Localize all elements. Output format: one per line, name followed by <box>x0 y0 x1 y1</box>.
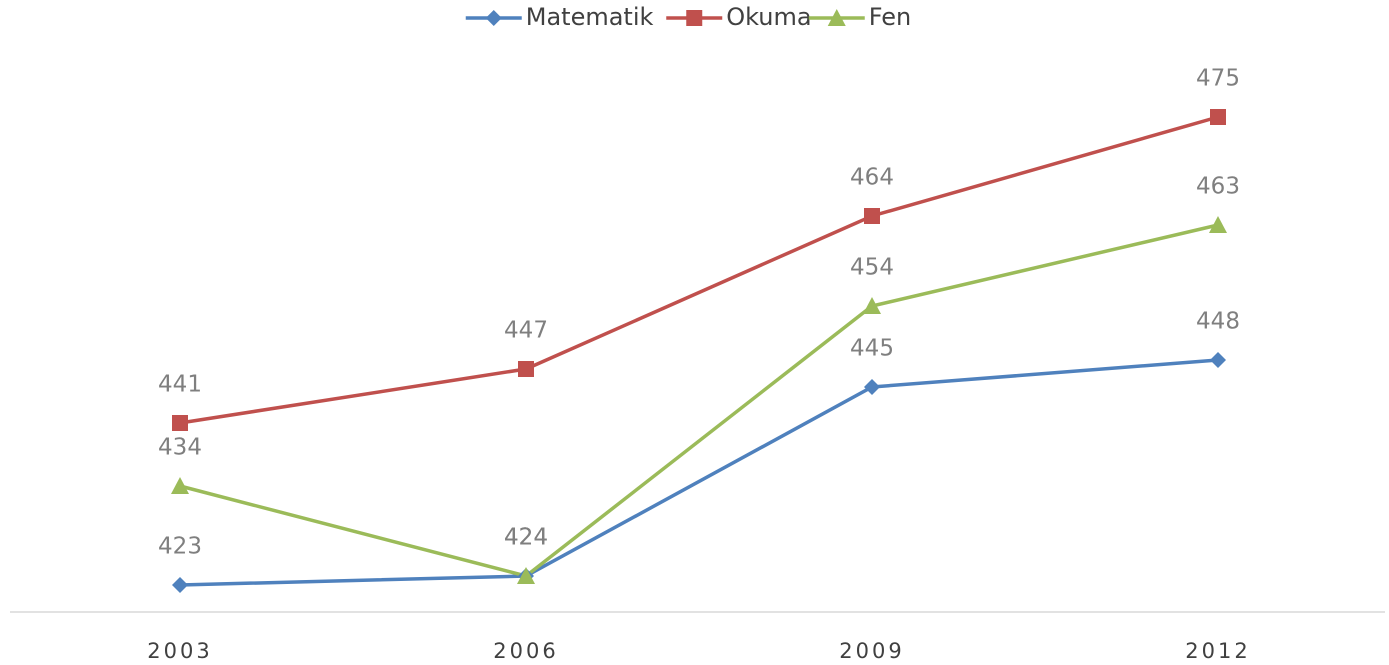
point <box>1209 216 1227 233</box>
data-label: 464 <box>850 165 894 191</box>
data-label: 475 <box>1196 66 1240 92</box>
data-label: 441 <box>158 372 202 398</box>
data-label: 448 <box>1196 309 1240 335</box>
data-label: 454 <box>850 255 894 281</box>
point <box>517 567 535 584</box>
x-tick-label: 2003 <box>147 639 212 663</box>
legend-marker <box>686 10 703 26</box>
data-label: 424 <box>504 525 548 551</box>
legend-label: Matematik <box>526 3 654 31</box>
x-tick-label: 2006 <box>493 639 558 663</box>
legend-marker <box>827 9 846 26</box>
point <box>1210 109 1226 125</box>
data-label: 463 <box>1196 174 1240 200</box>
point <box>518 361 534 377</box>
point <box>864 379 880 395</box>
data-label: 445 <box>850 336 894 362</box>
data-label: 434 <box>158 435 202 461</box>
point <box>172 577 188 593</box>
point <box>1210 352 1226 368</box>
data-label: 424 <box>504 525 548 551</box>
point <box>864 208 880 224</box>
series-line <box>179 115 1219 425</box>
data-label: 447 <box>504 318 548 344</box>
legend-marker <box>485 10 502 26</box>
point <box>171 477 189 494</box>
series-line <box>179 223 1219 578</box>
point <box>172 415 188 431</box>
data-label: 423 <box>158 534 202 560</box>
x-tick-label: 2012 <box>1185 639 1250 663</box>
series-line <box>179 358 1219 587</box>
x-tick-label: 2009 <box>839 639 904 663</box>
legend-label: Okuma <box>726 3 811 31</box>
point <box>863 297 881 314</box>
legend-label: Fen <box>869 3 911 31</box>
